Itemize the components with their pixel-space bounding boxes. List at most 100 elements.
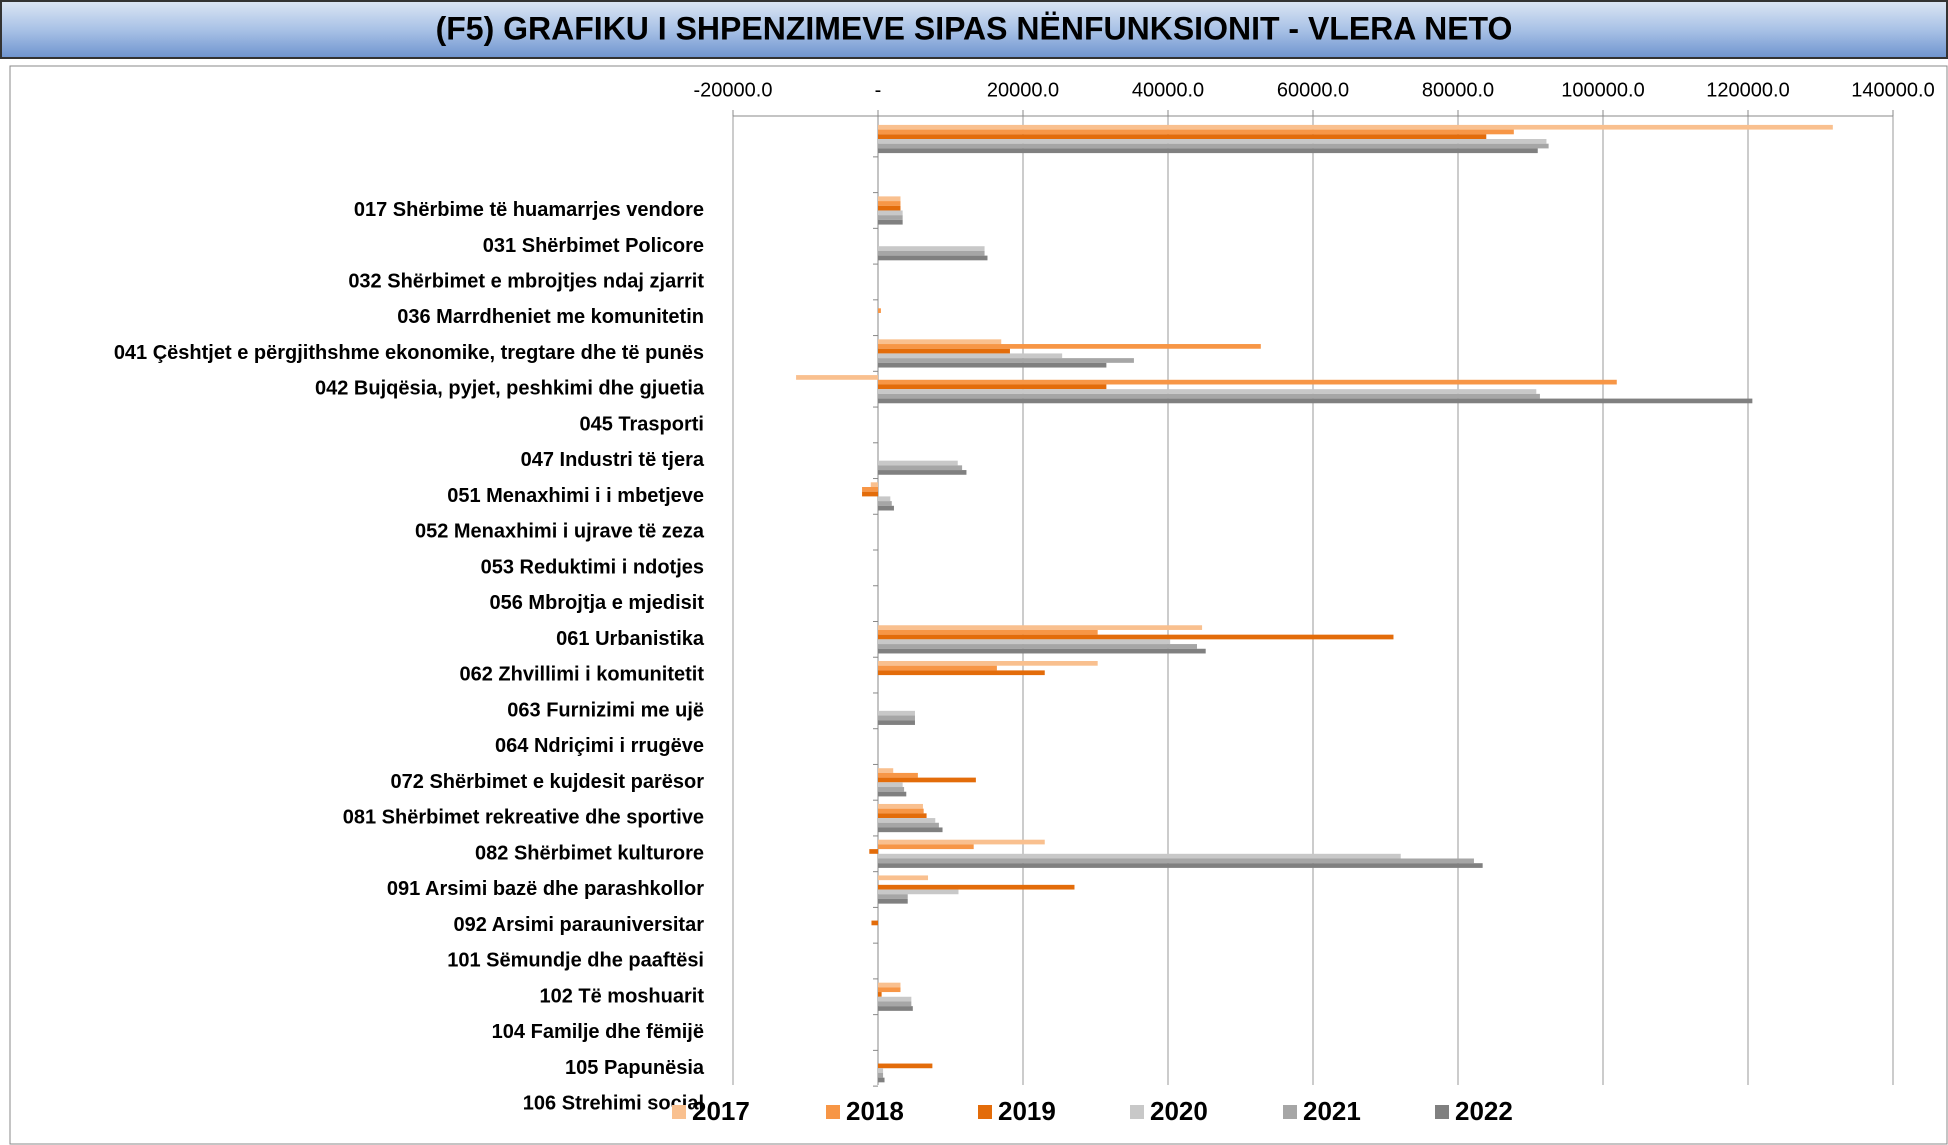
bar — [878, 1001, 912, 1007]
bar — [878, 505, 894, 511]
y-tick-label: 081 Shërbimet rekreative dhe sportive — [343, 807, 704, 829]
bar — [871, 920, 878, 926]
y-tick-label: 032 Shërbimet e mbrojtjes ndaj zjarrit — [348, 271, 704, 293]
y-tick-label: 017 Shërbime të huamarrjes vendore — [354, 199, 704, 221]
bar — [878, 250, 985, 256]
bar — [878, 124, 1833, 130]
bar — [878, 715, 915, 721]
bar — [878, 398, 1753, 404]
bar — [878, 853, 1401, 859]
legend-swatch — [1283, 1105, 1297, 1119]
y-tick-label: 072 Shërbimet e kujdesit parësor — [391, 771, 705, 793]
bar — [878, 339, 1002, 345]
bar — [878, 982, 901, 988]
x-tick-label: 120000.0 — [1706, 79, 1789, 101]
bar — [878, 665, 997, 671]
chart-title: (F5) GRAFIKU I SHPENZIMEVE SIPAS NËNFUNK… — [436, 10, 1513, 46]
x-tick-label: 20000.0 — [987, 79, 1059, 101]
bar — [878, 772, 918, 778]
bar — [878, 782, 903, 788]
legend-label: 2018 — [846, 1096, 904, 1126]
legend-swatch — [1435, 1105, 1449, 1119]
bar — [862, 487, 878, 492]
bar — [878, 710, 915, 716]
bar — [878, 1006, 913, 1011]
y-tick-label: 104 Familje dhe fëmijë — [492, 1021, 704, 1043]
bar — [878, 1072, 884, 1078]
bar — [878, 768, 894, 773]
bar — [878, 362, 1107, 368]
bar — [878, 625, 1203, 630]
y-tick-label: 102 Të moshuarit — [539, 985, 704, 1007]
bar — [878, 129, 1514, 135]
bar — [878, 858, 1474, 864]
bar — [796, 375, 878, 380]
bar — [878, 196, 901, 202]
legend-swatch — [1130, 1105, 1144, 1119]
y-tick-label: 051 Menaxhimi i i mbetjeve — [447, 485, 704, 507]
bar — [878, 898, 908, 904]
y-tick-label: 061 Urbanistika — [556, 628, 705, 650]
x-tick-label: 60000.0 — [1277, 79, 1349, 101]
bar — [878, 470, 967, 475]
bar — [878, 661, 1098, 666]
bar — [878, 379, 1617, 385]
bar — [878, 813, 927, 819]
bar — [878, 839, 1045, 845]
y-tick-label: 106 Strehimi social — [523, 1093, 704, 1115]
bar — [870, 482, 878, 487]
bar — [878, 465, 963, 471]
bar — [878, 803, 923, 809]
bar — [878, 639, 1171, 645]
bar — [878, 210, 903, 216]
bar — [878, 987, 901, 993]
bar — [878, 384, 1107, 390]
bar — [878, 629, 1098, 635]
bar — [878, 670, 1045, 676]
legend-swatch — [978, 1105, 992, 1119]
bar — [878, 827, 943, 833]
y-tick-label: 042 Bujqësia, pyjet, peshkimi dhe gjueti… — [315, 378, 705, 400]
y-tick-label: 045 Trasporti — [579, 413, 704, 435]
bar — [878, 777, 976, 783]
bar — [878, 353, 1063, 359]
y-tick-label: 036 Marrdheniet me komunitetin — [397, 306, 704, 328]
bar — [878, 634, 1394, 640]
y-tick-label: 091 Arsimi bazë dhe parashkollor — [387, 878, 704, 900]
bar — [878, 389, 1537, 394]
bar — [878, 791, 907, 797]
y-tick-label: 041 Çështjet e përgjithshme ekonomike, t… — [114, 342, 704, 364]
bar — [878, 148, 1538, 154]
bar — [869, 849, 878, 854]
bar — [878, 648, 1206, 654]
y-tick-label: 101 Sëmundje dhe paaftësi — [447, 950, 704, 972]
bar — [878, 215, 903, 220]
y-tick-label: 047 Industri të tjera — [521, 449, 705, 471]
y-tick-label: 056 Mbrojtja e mjedisit — [489, 592, 704, 614]
bar — [878, 1077, 885, 1083]
x-tick-label: 140000.0 — [1851, 79, 1934, 101]
bar — [878, 501, 892, 506]
bar — [878, 460, 958, 466]
title-bar — [0, 0, 1948, 59]
legend-label: 2017 — [692, 1096, 750, 1126]
bar — [878, 344, 1261, 349]
x-tick-label: 40000.0 — [1132, 79, 1204, 101]
bar — [878, 889, 959, 895]
bar — [878, 644, 1197, 649]
legend-label: 2022 — [1455, 1096, 1513, 1126]
bar — [878, 818, 936, 823]
x-tick-label: -20000.0 — [694, 79, 773, 101]
bar — [878, 996, 912, 1002]
bar — [878, 844, 974, 850]
x-tick-label: 80000.0 — [1422, 79, 1494, 101]
y-tick-label: 062 Zhvillimi i komunitetit — [460, 664, 705, 686]
bar — [878, 246, 985, 251]
bar — [878, 1063, 933, 1069]
legend-label: 2020 — [1150, 1096, 1208, 1126]
y-tick-label: 052 Menaxhimi i ujrave të zeza — [415, 521, 705, 543]
bar — [878, 1068, 884, 1073]
legend-label: 2019 — [998, 1096, 1056, 1126]
bar — [878, 139, 1547, 144]
bar — [878, 134, 1487, 139]
